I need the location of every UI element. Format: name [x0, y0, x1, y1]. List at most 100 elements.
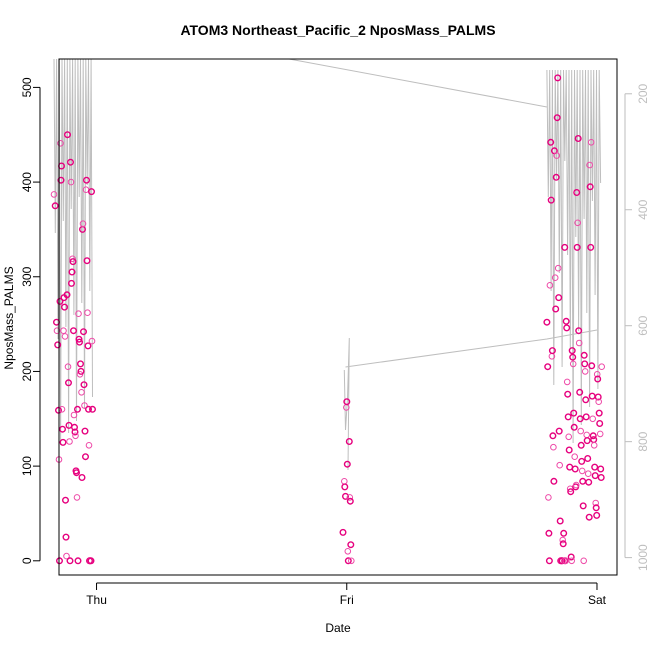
data-point: [77, 367, 85, 375]
data-point: [589, 415, 597, 423]
data-point: [555, 294, 563, 302]
data-point: [71, 428, 79, 436]
data-point: [595, 398, 603, 406]
data-point: [346, 494, 354, 501]
data-point: [81, 427, 89, 435]
data-point: [62, 496, 70, 504]
data-point: [67, 178, 75, 186]
data-point: [84, 405, 92, 413]
data-point: [597, 474, 605, 482]
data-point: [581, 360, 589, 368]
data-point: [565, 446, 573, 454]
data-point: [82, 176, 90, 184]
data-point: [343, 460, 351, 468]
data-point: [584, 455, 592, 463]
data-point: [595, 409, 603, 417]
data-point: [585, 478, 593, 486]
data-point: [567, 488, 575, 496]
data-point: [592, 499, 600, 507]
data-point: [582, 413, 590, 421]
trace-lines: [53, 58, 602, 471]
data-point: [553, 114, 561, 122]
data-point: [343, 398, 351, 406]
right-axis-tick-label: 200: [636, 83, 650, 103]
data-point: [347, 541, 355, 549]
data-point: [547, 138, 555, 146]
data-point: [66, 557, 74, 565]
data-point: [69, 327, 77, 335]
data-point: [568, 557, 576, 565]
data-point: [76, 360, 84, 368]
data-point: [556, 461, 564, 469]
data-point: [563, 324, 571, 332]
data-point: [61, 303, 69, 311]
data-point: [572, 481, 580, 489]
data-point: [88, 405, 96, 413]
data-point: [579, 477, 587, 485]
trace-line-descent: [92, 58, 547, 108]
data-point: [543, 318, 551, 326]
data-point: [81, 402, 88, 409]
data-point: [580, 557, 588, 565]
data-point: [576, 415, 584, 423]
data-point: [544, 363, 552, 371]
data-point: [579, 502, 587, 510]
data-point: [552, 173, 560, 181]
data-point: [344, 557, 352, 565]
data-point: [75, 335, 83, 343]
data-point: [348, 557, 355, 565]
data-point: [589, 432, 597, 440]
x-tick-label: Thu: [86, 593, 107, 607]
right-axis-tick-label: 600: [636, 315, 650, 335]
data-point: [594, 393, 602, 401]
data-point: [57, 140, 64, 147]
data-point: [345, 438, 353, 446]
data-point: [547, 196, 555, 204]
data-point: [69, 255, 76, 263]
data-point: [567, 553, 575, 561]
data-point: [84, 342, 92, 350]
data-point: [57, 176, 65, 184]
data-point: [571, 465, 579, 473]
data-point: [64, 379, 72, 387]
data-point: [78, 474, 86, 482]
data-point: [565, 433, 573, 441]
data-point: [54, 341, 62, 349]
y-tick-label: 200: [20, 361, 34, 381]
data-point: [597, 465, 605, 473]
trace-line-thu: [53, 58, 93, 446]
data-point: [586, 183, 594, 191]
right-axis-tick-label: 800: [636, 431, 650, 451]
data-point: [70, 411, 78, 419]
data-point: [576, 388, 584, 396]
data-point: [545, 529, 553, 537]
y-axis-label: NposMass_PALMS: [2, 266, 16, 369]
data-point: [561, 243, 569, 251]
data-point: [60, 327, 67, 335]
data-point: [73, 494, 81, 501]
y-tick-label: 400: [20, 172, 34, 192]
data-point: [545, 557, 553, 565]
data-point: [50, 191, 58, 198]
data-point: [581, 368, 589, 375]
data-point: [555, 427, 563, 435]
data-point: [53, 327, 61, 335]
data-point: [587, 139, 595, 146]
data-point: [566, 463, 574, 471]
data-point: [556, 517, 564, 525]
data-point: [596, 420, 604, 428]
data-point: [573, 188, 581, 196]
data-point: [342, 492, 350, 500]
data-point: [593, 371, 601, 378]
data-point: [59, 438, 67, 446]
data-point: [63, 291, 71, 299]
data-point: [594, 375, 602, 383]
y-tick-label: 100: [20, 456, 34, 476]
data-point: [75, 310, 82, 318]
data-point: [554, 264, 562, 272]
data-point: [59, 425, 67, 433]
data-point: [553, 152, 561, 159]
data-point: [68, 268, 76, 276]
data-point: [578, 467, 586, 475]
